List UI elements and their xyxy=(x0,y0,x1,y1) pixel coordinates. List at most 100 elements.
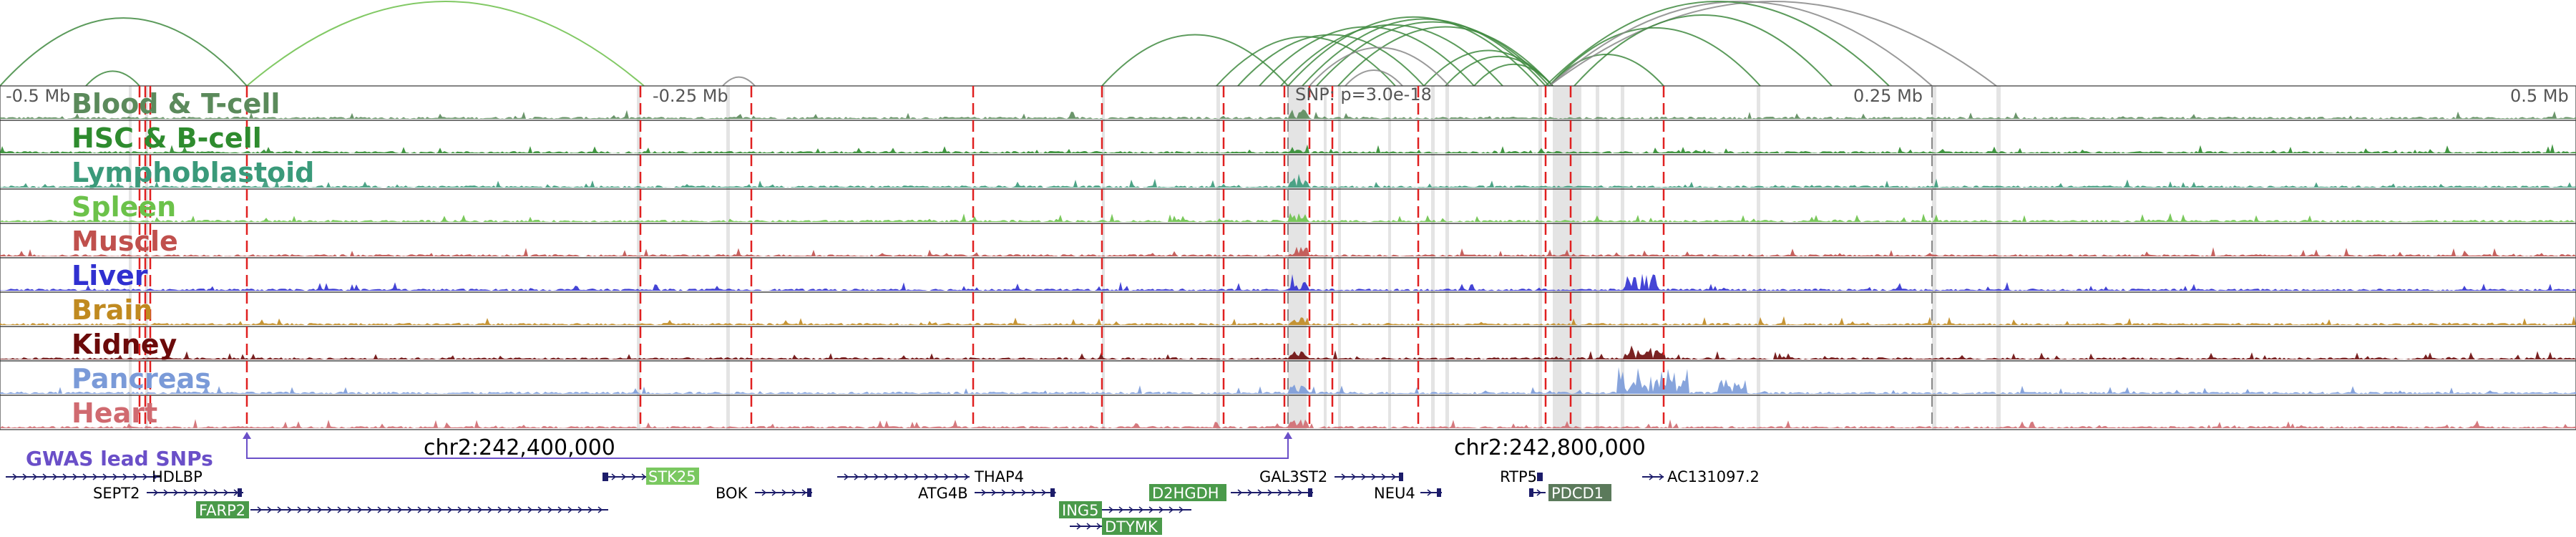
strand-arrow xyxy=(153,489,159,496)
loop-arc xyxy=(1345,69,1403,87)
gene-d2hgdh: D2HGDH xyxy=(1149,484,1313,502)
strand-arrow xyxy=(1437,489,1443,496)
loop-arc xyxy=(722,76,756,87)
strand-arrow xyxy=(954,473,960,480)
strand-arrow xyxy=(1237,489,1243,496)
strand-arrow xyxy=(944,473,950,480)
gene-pdcd1: PDCD1 xyxy=(1529,484,1611,502)
gene-neu4-exon xyxy=(1437,488,1441,497)
strand-arrow xyxy=(1247,489,1253,496)
strand-arrow xyxy=(781,489,787,496)
strand-arrow xyxy=(427,506,433,513)
gwas-snp-marker-right xyxy=(1284,432,1292,439)
strand-arrow xyxy=(1297,489,1303,496)
track-label-muscle: Muscle xyxy=(72,226,178,257)
strand-arrow xyxy=(1371,473,1377,480)
strand-arrow xyxy=(1277,489,1283,496)
gene-ing5-badge xyxy=(1059,501,1102,518)
gene-atg4b-label: ATG4B xyxy=(918,485,968,502)
strand-arrow xyxy=(183,489,189,496)
gene-d2hgdh-exon xyxy=(1308,488,1312,497)
strand-arrow xyxy=(112,473,118,480)
gene-atg4b: ATG4B xyxy=(918,485,1057,502)
track-label-heart: Heart xyxy=(72,397,157,429)
strand-arrow xyxy=(337,506,343,513)
strand-arrow xyxy=(1158,506,1164,513)
strand-arrow xyxy=(267,506,273,513)
gene-neu4: NEU4 xyxy=(1374,485,1443,502)
strand-arrow xyxy=(537,506,543,513)
gene-gal3st2-label: GAL3ST2 xyxy=(1259,468,1327,485)
gene-thap4: THAP4 xyxy=(837,468,1024,485)
gene-bok-label: BOK xyxy=(716,485,748,502)
gene-atg4b-exon xyxy=(1050,488,1055,497)
strand-arrow xyxy=(547,506,553,513)
strand-arrow xyxy=(631,473,637,480)
strand-arrow xyxy=(507,506,513,513)
signal-area xyxy=(0,246,2576,256)
strand-arrow xyxy=(407,506,413,513)
strand-arrow xyxy=(102,473,108,480)
loop-arc xyxy=(246,1,645,87)
strand-arrow xyxy=(163,489,169,496)
gene-annotation-track: HDLBP SEPT2 FARP2 STK25 BOK THAP4 xyxy=(6,468,1760,536)
strand-arrow xyxy=(397,506,403,513)
strand-arrow xyxy=(1179,506,1184,513)
track-labels: Blood & T-cell HSC & B-cell Lymphoblasto… xyxy=(72,88,314,429)
snp-pvalue-label: SNP: p=3.0e-18 xyxy=(1295,84,1432,105)
strand-arrow xyxy=(487,506,493,513)
gwas-snp-marker-left xyxy=(243,432,251,439)
strand-arrow xyxy=(597,506,603,513)
gwas-track: GWAS lead SNPs chr2:242,400,000 chr2:242… xyxy=(26,432,1646,470)
gene-ac131097-2-label: AC131097.2 xyxy=(1667,468,1760,485)
strand-arrow xyxy=(1361,473,1367,480)
gene-rtp5-label: RTP5 xyxy=(1500,468,1537,485)
strand-arrow xyxy=(1148,506,1154,513)
gene-stk25-label: STK25 xyxy=(648,468,696,485)
strand-arrow xyxy=(287,506,293,513)
gene-hdlbp-label: HDLBP xyxy=(152,468,203,485)
strand-arrow xyxy=(132,473,138,480)
strand-arrow xyxy=(62,473,68,480)
gene-sept2: SEPT2 xyxy=(93,485,243,502)
strand-arrow xyxy=(357,506,363,513)
strand-arrow xyxy=(621,473,627,480)
strand-arrow xyxy=(964,473,970,480)
strand-arrow xyxy=(32,473,38,480)
strand-arrow xyxy=(801,489,807,496)
loop-arc xyxy=(1316,21,1550,87)
gene-ing5: ING5 xyxy=(1059,501,1191,519)
gene-neu4-label: NEU4 xyxy=(1374,485,1415,502)
strand-arrow xyxy=(457,506,463,513)
signal-area xyxy=(0,345,2576,359)
gene-bok-exon xyxy=(807,488,811,497)
strand-arrow xyxy=(884,473,889,480)
track-label-spleen: Spleen xyxy=(72,191,176,223)
gene-hdlbp: HDLBP xyxy=(6,468,203,485)
strand-arrow xyxy=(477,506,483,513)
strand-arrow xyxy=(142,473,148,480)
strand-arrow xyxy=(761,489,767,496)
strand-arrow xyxy=(924,473,930,480)
strand-arrow xyxy=(1076,523,1082,530)
strand-arrow xyxy=(1169,506,1174,513)
strand-arrow xyxy=(233,489,239,496)
loop-arc xyxy=(1548,26,1761,87)
gene-d2hgdh-badge xyxy=(1149,484,1226,501)
strand-arrow xyxy=(1267,489,1273,496)
gene-gal3st2-exon xyxy=(1399,473,1403,481)
strand-arrow xyxy=(1021,489,1027,496)
strand-arrow xyxy=(611,473,617,480)
loop-arc xyxy=(1548,1,1933,87)
strand-arrow xyxy=(347,506,353,513)
gene-farp2: FARP2 xyxy=(196,501,608,519)
strand-arrow xyxy=(417,506,423,513)
strand-arrow xyxy=(1341,473,1347,480)
strand-arrow xyxy=(367,506,373,513)
track-label-lymphoblastoid: Lymphoblastoid xyxy=(72,157,314,188)
strand-arrow xyxy=(567,506,573,513)
strand-arrow xyxy=(203,489,209,496)
loop-arc xyxy=(1101,34,1289,87)
strand-arrow xyxy=(387,506,393,513)
strand-arrow xyxy=(854,473,859,480)
